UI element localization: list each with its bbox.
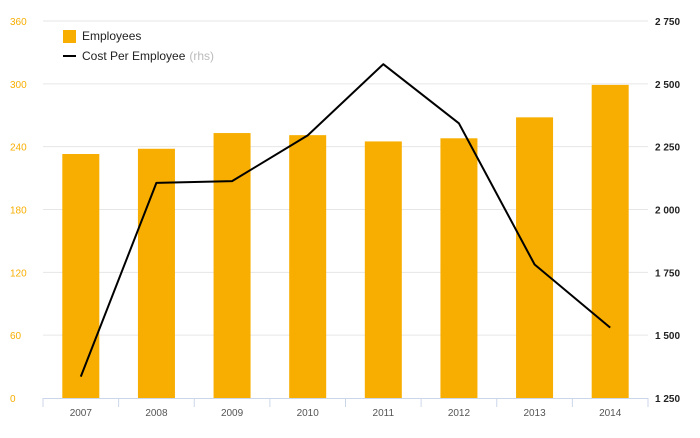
category-label: 2009	[221, 408, 244, 419]
right-tick-label: 2 250	[655, 143, 680, 154]
line-cost-per-employee	[79, 63, 611, 377]
category-label: 2010	[297, 408, 320, 419]
bar	[516, 117, 554, 398]
category-label: 2011	[373, 408, 395, 419]
bar	[62, 153, 100, 398]
bar	[591, 84, 629, 398]
legend-item-cost-per-employee: Cost Per Employee (rhs)	[63, 46, 214, 66]
right-tick-label: 2 500	[655, 80, 680, 91]
legend-item-employees: Employees	[63, 26, 214, 46]
category-label: 2007	[70, 408, 93, 419]
right-tick-label: 1 250	[655, 394, 680, 405]
left-tick-label: 120	[10, 268, 27, 279]
legend-label-employees: Employees	[82, 29, 142, 43]
right-tick-label: 2 000	[655, 206, 680, 217]
left-tick-label: 0	[10, 394, 16, 405]
right-tick-label: 2 750	[655, 17, 680, 28]
right-tick-label: 1 750	[655, 268, 680, 279]
category-label: 2012	[448, 408, 471, 419]
legend-label-cost-per-employee: Cost Per Employee	[82, 49, 186, 63]
legend-rhs-note: (rhs)	[189, 49, 215, 63]
legend-swatch-cost-per-employee	[63, 55, 76, 57]
left-tick-label: 60	[10, 331, 22, 342]
bar	[289, 135, 327, 398]
bar	[213, 133, 251, 398]
category-label: 2014	[599, 408, 622, 419]
right-tick-label: 1 500	[655, 331, 680, 342]
legend-swatch-employees	[63, 29, 76, 43]
bar	[364, 141, 402, 399]
left-tick-label: 300	[10, 80, 27, 91]
left-tick-label: 360	[10, 17, 27, 28]
category-label: 2013	[523, 408, 546, 419]
bar	[137, 148, 175, 398]
bar	[440, 138, 478, 399]
category-label: 2008	[145, 408, 168, 419]
left-tick-label: 180	[10, 206, 27, 217]
left-tick-label: 240	[10, 143, 27, 154]
legend: Employees Cost Per Employee (rhs)	[63, 26, 214, 66]
